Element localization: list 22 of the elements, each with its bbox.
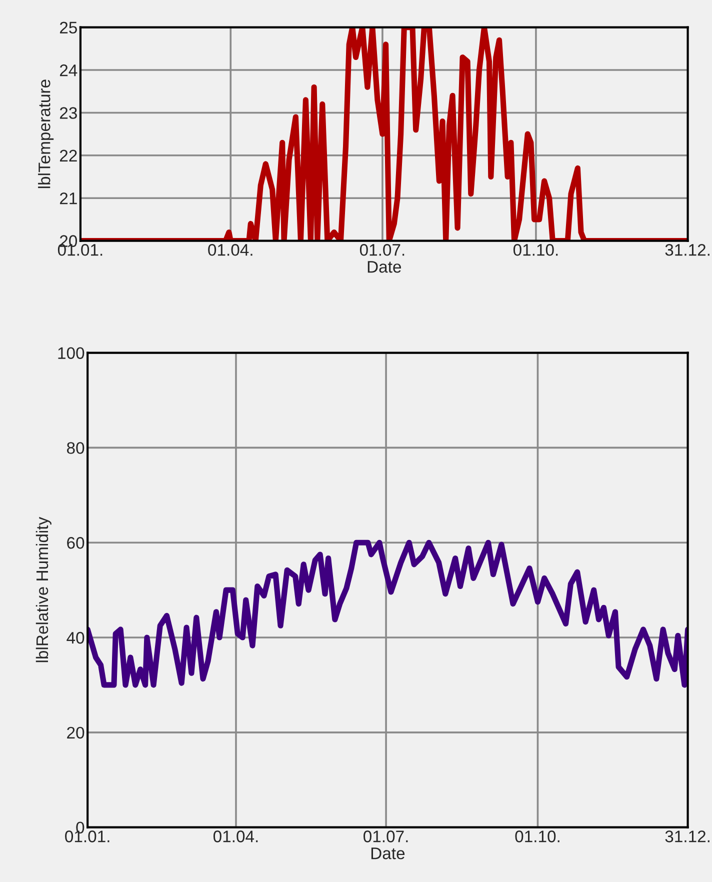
x-tick-label: 31.12. (665, 244, 710, 256)
x-axis-title: Date (368, 261, 401, 273)
y-tick-label: 20 (67, 726, 84, 739)
y-tick-label: 100 (58, 347, 84, 360)
y-tick-label: 24 (60, 64, 78, 76)
x-tick-label: 01.07. (360, 244, 404, 256)
y-axis-title: lblRelative Humidity (36, 516, 52, 662)
x-tick-label: 31.12. (665, 830, 710, 842)
y-tick-label: 22 (60, 150, 77, 162)
x-tick-label: 01.04. (213, 830, 258, 842)
x-tick-label: 01.07. (364, 830, 408, 842)
x-axis-title: Date (371, 848, 405, 860)
y-tick-label: 25 (60, 22, 77, 34)
y-tick-label: 40 (66, 632, 84, 644)
y-tick-label: 80 (66, 442, 84, 454)
y-tick-label: 21 (60, 192, 77, 204)
y-axis-title: lblTemperature (38, 80, 54, 188)
y-tick-label: 60 (67, 537, 84, 549)
x-tick-label: 01.10. (513, 244, 558, 256)
x-tick-label: 01.04. (208, 244, 252, 256)
y-tick-label: 23 (60, 107, 77, 119)
x-tick-label: 01.10. (515, 830, 560, 842)
